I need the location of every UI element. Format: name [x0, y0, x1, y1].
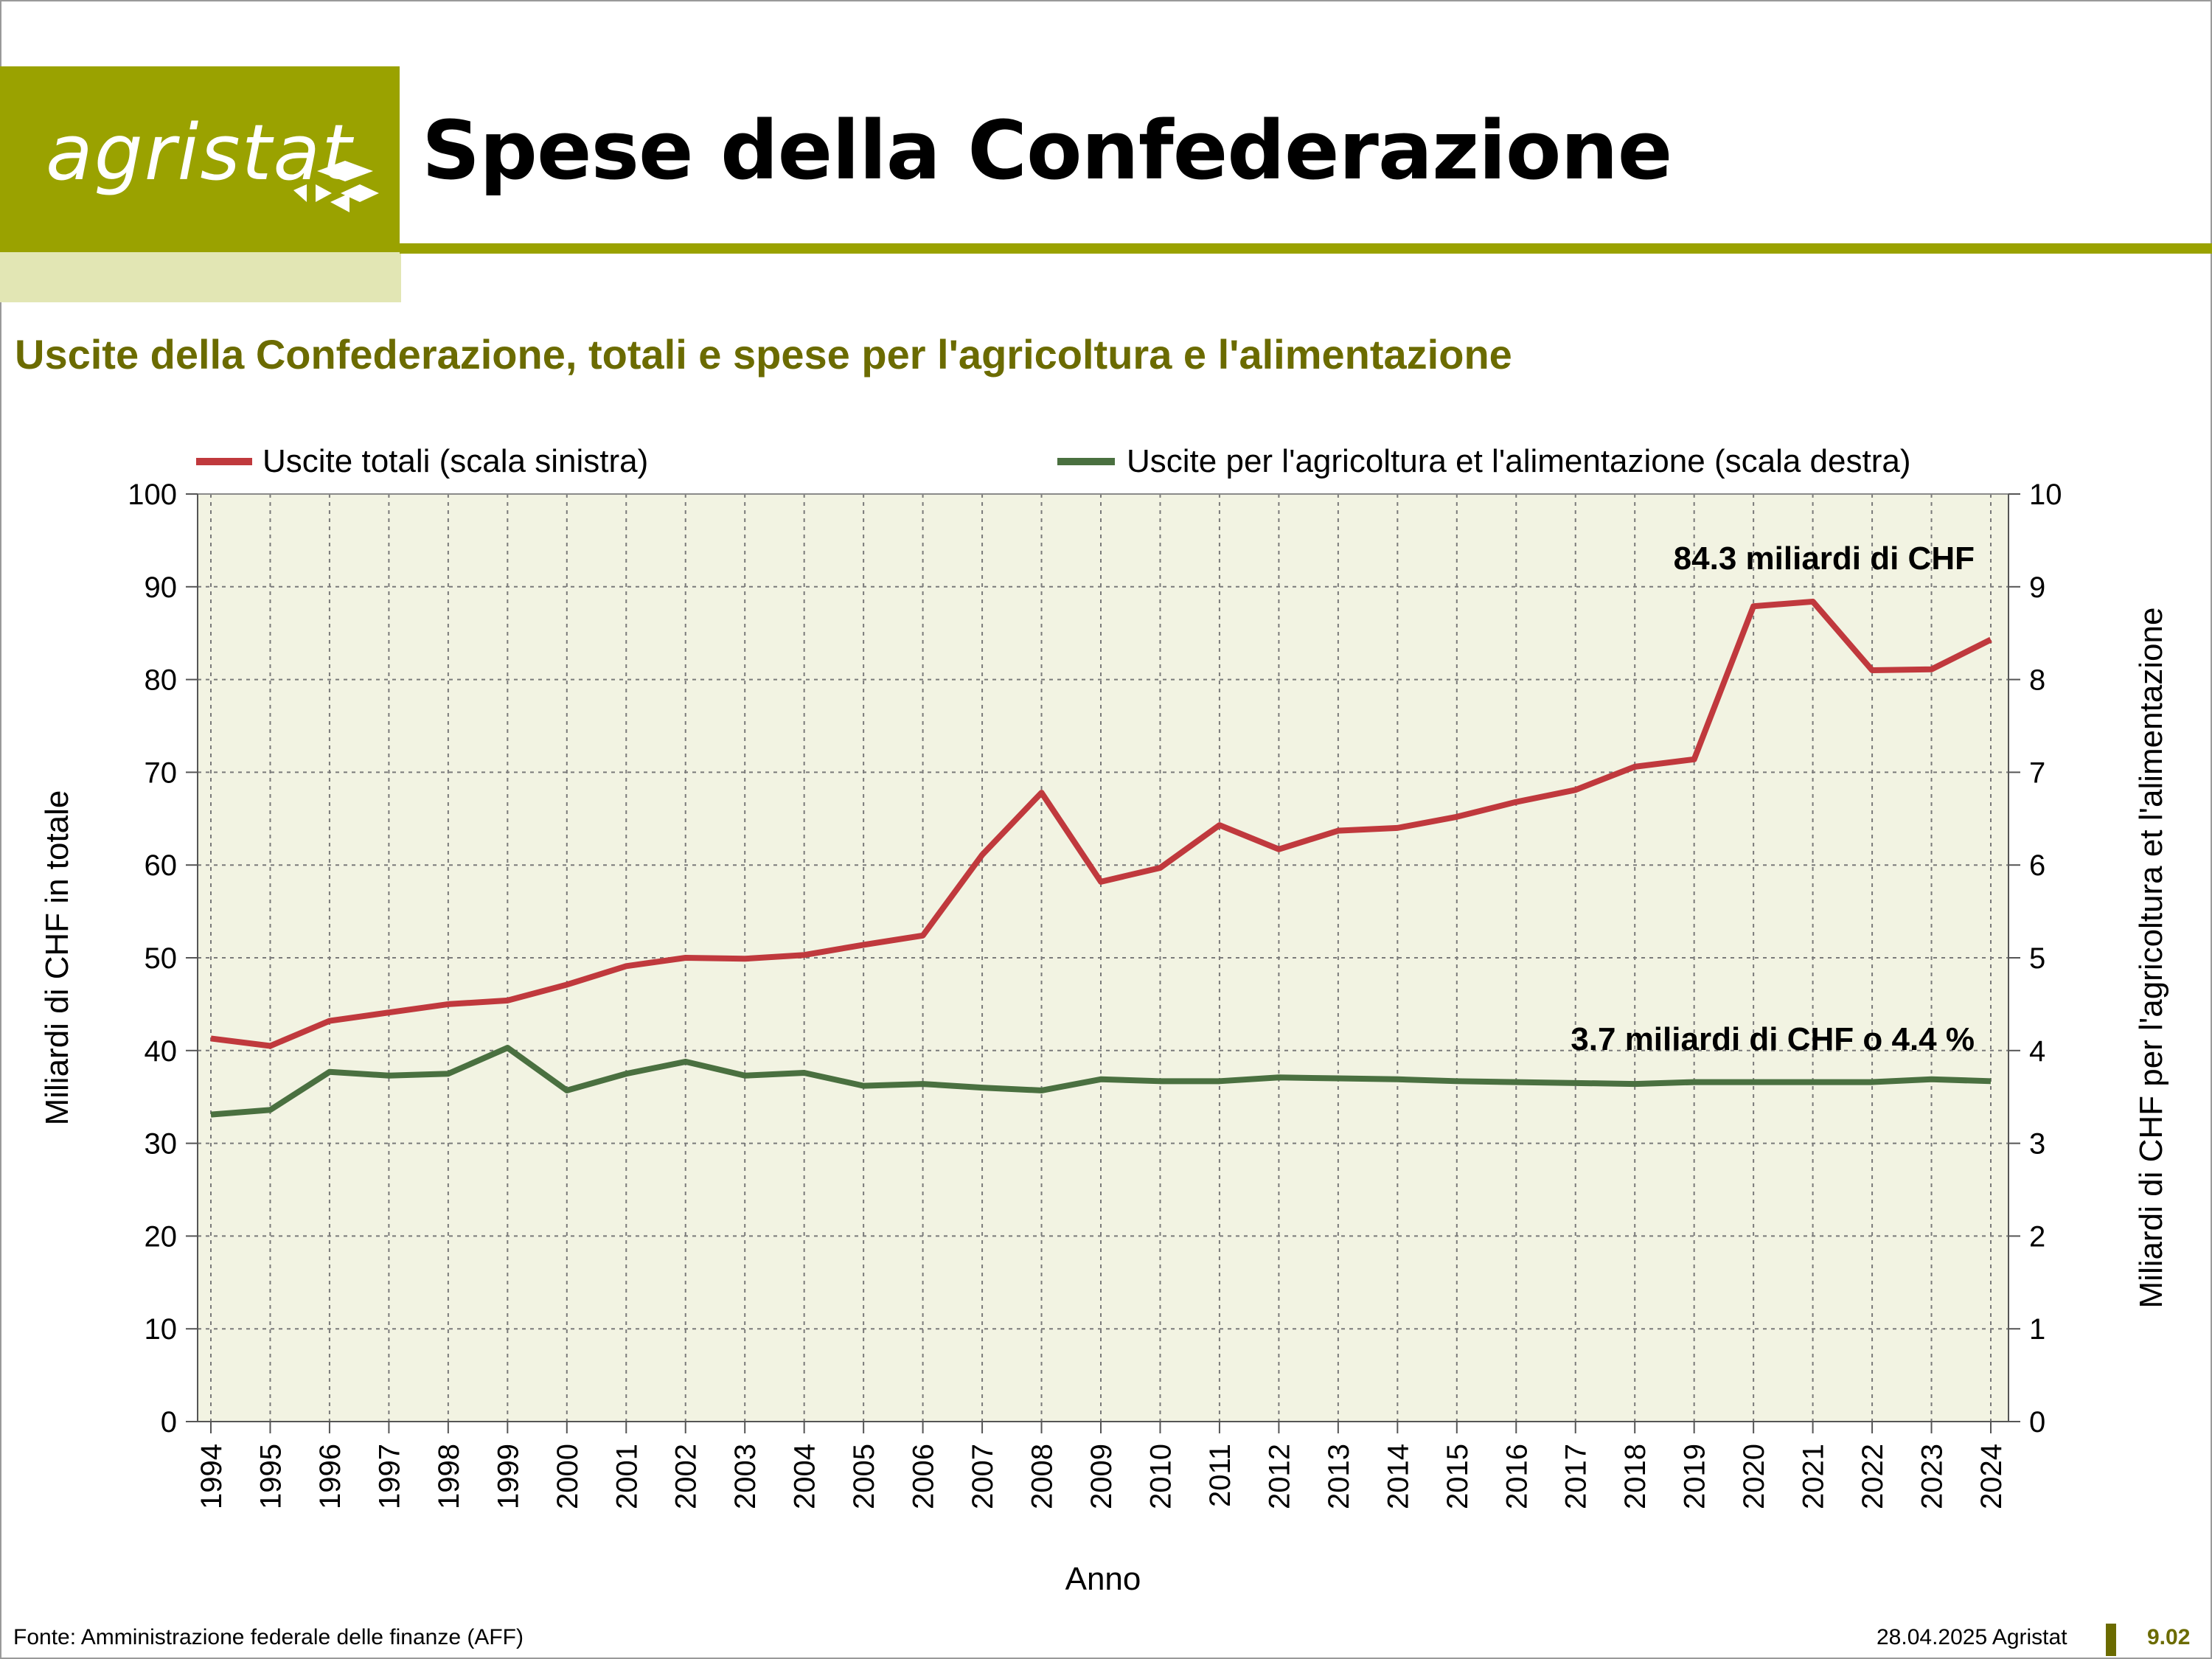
y-tick-label-left: 50: [145, 942, 178, 975]
x-tick-label: 2021: [1798, 1444, 1830, 1509]
y-tick-label-left: 90: [145, 571, 178, 604]
x-tick-label: 1997: [373, 1444, 406, 1509]
x-tick-label: 2010: [1144, 1444, 1177, 1509]
y-tick-label-right: 0: [2029, 1406, 2045, 1439]
x-tick-label: 2009: [1085, 1444, 1118, 1509]
page-title: Spese della Confederazione: [422, 103, 1672, 198]
x-tick-label: 2022: [1857, 1444, 1889, 1509]
x-tick-label: 2001: [611, 1444, 643, 1509]
y-tick-label-right: 5: [2029, 942, 2045, 975]
header-rule: [400, 243, 2212, 254]
x-tick-label: 2023: [1916, 1444, 1949, 1509]
x-tick-label: 2006: [908, 1444, 940, 1509]
footer-source: Fonte: Amministrazione federale delle fi…: [13, 1625, 524, 1649]
y-tick-label-left: 60: [145, 849, 178, 882]
y-tick-label-right: 10: [2029, 479, 2062, 511]
x-axis-title: Anno: [1065, 1561, 1141, 1597]
plot-area: [198, 494, 2008, 1422]
logo-text: agristat: [46, 108, 353, 198]
logo-accent-block: [0, 252, 401, 302]
x-tick-label: 1995: [254, 1444, 287, 1509]
page-number: 9.02: [2147, 1625, 2191, 1649]
x-tick-label: 1994: [195, 1444, 228, 1509]
x-tick-label: 2015: [1441, 1444, 1474, 1509]
logo-diamond-icon: [293, 161, 379, 212]
footer-divider: [2106, 1624, 2116, 1656]
annotation-total: 84.3 miliardi di CHF: [1674, 540, 1975, 577]
y-tick-label-right: 4: [2029, 1035, 2045, 1068]
y-tick-label-left: 40: [145, 1035, 178, 1068]
y-tick-label-right: 6: [2029, 849, 2045, 882]
x-tick-label: 2016: [1500, 1444, 1533, 1509]
chart-subtitle: Uscite della Confederazione, totali e sp…: [15, 331, 1512, 378]
x-tick-label: 2007: [967, 1444, 999, 1509]
x-tick-label: 2020: [1738, 1444, 1770, 1509]
series-line-agricoltura: [210, 1045, 1992, 1118]
x-tick-label: 2019: [1679, 1444, 1711, 1509]
y-tick-label-left: 30: [145, 1128, 178, 1161]
x-tick-label: 2014: [1382, 1444, 1414, 1509]
x-tick-label: 2024: [1975, 1444, 2008, 1509]
y-tick-label-left: 20: [145, 1220, 178, 1253]
y-tick-label-left: 10: [145, 1313, 178, 1346]
x-tick-label: 1999: [492, 1444, 524, 1509]
x-tick-label: 2018: [1619, 1444, 1652, 1509]
x-tick-label: 2005: [848, 1444, 880, 1509]
x-tick-label: 1996: [314, 1444, 347, 1509]
y-tick-label-right: 8: [2029, 664, 2045, 697]
footer-date: 28.04.2025 Agristat: [1877, 1625, 2067, 1649]
agristat-logo: [0, 66, 400, 252]
y-tick-label-left: 70: [145, 757, 178, 789]
legend-label-agricoltura: Uscite per l'agricoltura et l'alimentazi…: [1127, 443, 1910, 479]
y-tick-label-right: 1: [2029, 1313, 2045, 1346]
y-tick-label-right: 2: [2029, 1220, 2045, 1253]
x-tick-label: 2002: [670, 1444, 703, 1509]
series-line-totali: [210, 598, 1992, 1049]
x-tick-label: 2008: [1026, 1444, 1059, 1509]
x-tick-label: 2004: [789, 1444, 821, 1509]
y-tick-label-right: 9: [2029, 571, 2045, 604]
x-tick-label: 2000: [552, 1444, 584, 1509]
line-chart: 0 0 10 1 20 2 30 3 40 4 50 5 60 6 70 7 80 8 90 9 100 10 1994 19…: [39, 443, 2169, 1597]
y-tick-label-right: 7: [2029, 757, 2045, 789]
y-tick-label-left: 0: [161, 1406, 177, 1439]
x-tick-label: 2013: [1323, 1444, 1355, 1509]
y-axis-title-right: Miliardi di CHF per l'agricoltura et l'a…: [2133, 608, 2169, 1309]
x-tick-label: 2017: [1560, 1444, 1593, 1509]
y-axis-title-left: Miliardi di CHF in totale: [39, 790, 75, 1126]
y-tick-label-right: 3: [2029, 1128, 2045, 1161]
annotation-agri: 3.7 miliardi di CHF o 4.4 %: [1571, 1021, 1975, 1057]
x-tick-label: 2003: [729, 1444, 762, 1509]
y-tick-label-left: 100: [128, 479, 177, 511]
legend-label-totali: Uscite totali (scala sinistra): [262, 443, 648, 479]
x-tick-label: 2012: [1263, 1444, 1295, 1509]
x-tick-label: 2011: [1204, 1444, 1237, 1507]
x-tick-label: 1998: [433, 1444, 465, 1509]
y-tick-label-left: 80: [145, 664, 178, 697]
